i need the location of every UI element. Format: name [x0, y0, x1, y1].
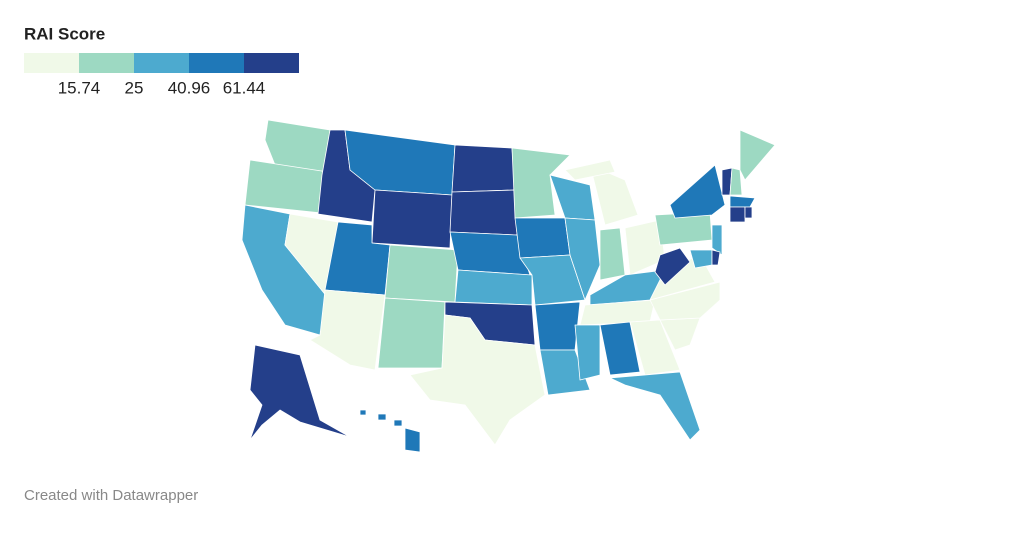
state — [729, 167, 743, 196]
map — [241, 119, 776, 453]
state — [649, 281, 721, 321]
state — [454, 269, 533, 306]
state — [744, 206, 753, 219]
state — [564, 159, 616, 181]
legend-label: 61.44 — [223, 78, 266, 97]
state — [534, 301, 581, 351]
state — [739, 129, 776, 181]
state — [449, 189, 518, 236]
legend-swatch — [244, 53, 299, 73]
state — [711, 224, 723, 256]
state — [384, 244, 459, 303]
state — [404, 427, 421, 453]
footer-credit: Created with Datawrapper — [24, 487, 198, 504]
state — [629, 319, 681, 376]
state — [669, 164, 726, 219]
legend-label: 40.96 — [168, 78, 211, 97]
legend-swatch — [79, 53, 134, 73]
legend-swatch — [24, 53, 79, 73]
state — [451, 144, 516, 193]
state — [564, 217, 601, 301]
state — [371, 189, 453, 249]
state — [729, 206, 746, 223]
state — [359, 409, 367, 416]
legend-label: 15.74 — [58, 78, 101, 97]
legend-label: 25 — [125, 78, 144, 97]
state — [393, 419, 403, 427]
state — [511, 147, 571, 219]
legend-title: RAI Score — [24, 24, 105, 43]
state — [519, 254, 586, 306]
state — [377, 297, 446, 369]
state — [514, 217, 571, 259]
state — [609, 371, 701, 441]
legend: 15.74 25 40.96 61.44 — [24, 53, 299, 97]
state — [249, 344, 351, 441]
state — [711, 249, 721, 266]
legend-swatch — [134, 53, 189, 73]
state — [539, 349, 591, 396]
state — [574, 324, 601, 381]
state — [409, 314, 546, 446]
state — [729, 195, 756, 208]
state — [654, 247, 691, 286]
state — [377, 413, 387, 421]
state — [599, 321, 641, 376]
state — [589, 164, 639, 226]
legend-swatch — [189, 53, 244, 73]
